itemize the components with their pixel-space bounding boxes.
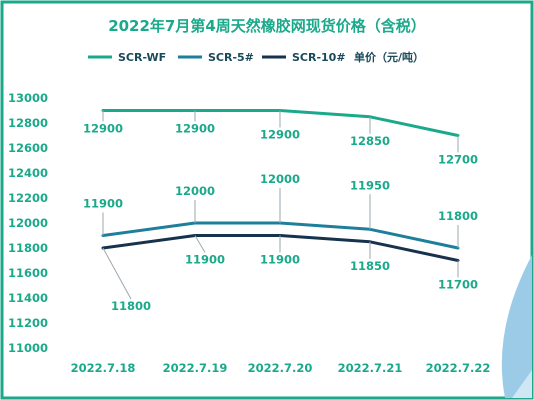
data-label: 11850 [350, 259, 390, 273]
data-label: 11900 [260, 253, 300, 267]
data-label: 12000 [260, 172, 300, 186]
y-tick-label: 11800 [8, 241, 48, 255]
corner-accent-shape [501, 255, 532, 398]
data-label: 12850 [350, 134, 390, 148]
data-label: 11800 [438, 209, 478, 223]
data-label: 11700 [438, 278, 478, 292]
y-tick-label: 11000 [8, 341, 48, 355]
chart-legend: SCR-WF SCR-5# SCR-10# 单价（元/吨） [88, 50, 424, 64]
data-label: 11950 [350, 178, 390, 192]
y-tick-label: 13000 [8, 91, 48, 105]
y-tick-label: 12400 [8, 166, 48, 180]
y-tick-label: 11200 [8, 316, 48, 330]
data-label: 12700 [438, 153, 478, 167]
y-tick-label: 12800 [8, 116, 48, 130]
data-label: 12900 [83, 122, 123, 136]
x-tick-label: 2022.7.19 [163, 361, 228, 375]
x-axis: 2022.7.18 2022.7.19 2022.7.20 2022.7.21 2022… [71, 361, 491, 375]
legend-label: SCR-5# [208, 51, 254, 64]
x-tick-label: 2022.7.20 [248, 361, 313, 375]
x-tick-label: 2022.7.21 [338, 361, 403, 375]
legend-label: SCR-WF [118, 51, 166, 64]
chart-title: 2022年7月第4周天然橡胶网现货价格（含税） [108, 17, 426, 35]
data-label: 11900 [83, 197, 123, 211]
data-label: 12900 [260, 128, 300, 142]
corner-accent-shape-light [512, 370, 532, 398]
data-label: 12900 [175, 122, 215, 136]
data-labels: 12900 12900 12900 12850 12700 11900 12000 12000… [83, 110, 478, 313]
y-tick-label: 11600 [8, 266, 48, 280]
y-axis: 11000 11200 11400 11600 11800 12000 12200 12400… [8, 91, 48, 355]
data-label: 11800 [111, 299, 151, 313]
y-tick-label: 12000 [8, 216, 48, 230]
data-label: 12000 [175, 184, 215, 198]
x-tick-label: 2022.7.22 [426, 361, 491, 375]
legend-label: SCR-10# [292, 51, 346, 64]
leader-line [102, 247, 132, 300]
data-label: 11900 [185, 253, 225, 267]
leader-line [194, 235, 206, 253]
y-tick-label: 11400 [8, 291, 48, 305]
y-tick-label: 12200 [8, 191, 48, 205]
y-tick-label: 12600 [8, 141, 48, 155]
x-tick-label: 2022.7.18 [71, 361, 136, 375]
unit-label: 单价（元/吨） [354, 50, 424, 64]
